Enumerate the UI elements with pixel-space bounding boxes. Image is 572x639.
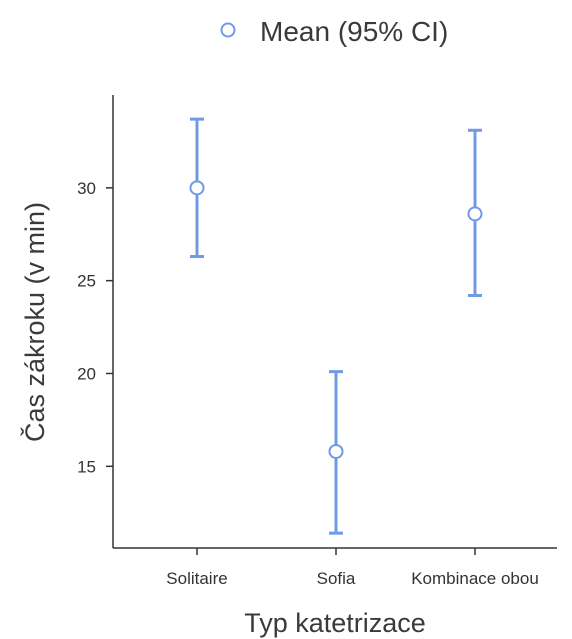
mean-point: [189, 180, 205, 196]
x-tick-label: Solitaire: [166, 569, 227, 588]
mean-point: [467, 206, 483, 222]
x-axis-title: Typ katetrizace: [244, 608, 426, 638]
data-marks: [189, 117, 483, 535]
y-tick-label: 25: [77, 272, 96, 291]
legend-label: Mean (95% CI): [260, 16, 448, 47]
y-tick-label: 30: [77, 179, 96, 198]
y-ticks: 15 20 25 30: [77, 179, 113, 476]
y-tick-label: 15: [77, 457, 96, 476]
error-bar-solitaire: [189, 117, 205, 259]
mean-point: [328, 443, 344, 459]
x-tick-label: Kombinace obou: [411, 569, 539, 588]
legend: Mean (95% CI): [220, 16, 448, 47]
x-axis: Solitaire Sofia Kombinace obou: [113, 547, 557, 588]
x-ticks: Solitaire Sofia Kombinace obou: [166, 548, 539, 588]
error-bar-kombinace-obou: [467, 128, 483, 298]
y-tick-label: 20: [77, 364, 96, 383]
error-bar-sofia: [328, 370, 344, 535]
y-axis: 15 20 25 30: [77, 95, 114, 548]
legend-marker: [220, 22, 236, 38]
y-axis-title: Čas zákroku (v min): [19, 202, 50, 442]
x-tick-label: Sofia: [317, 569, 356, 588]
